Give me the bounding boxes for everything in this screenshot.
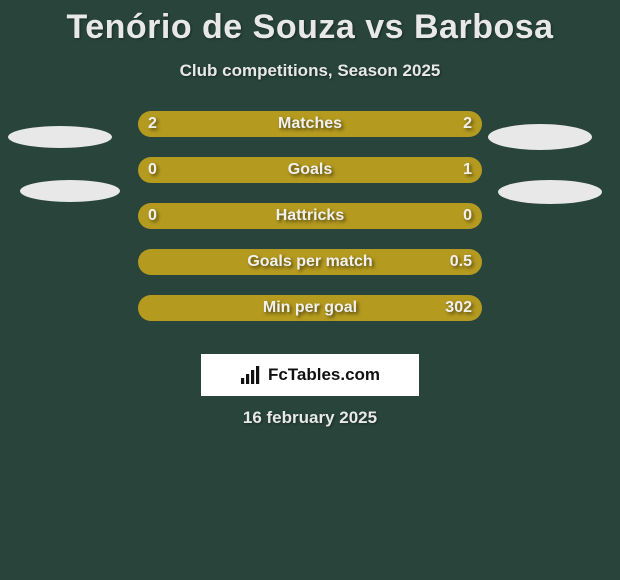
stat-value-right: 2 [463,111,472,137]
stat-value-right: 0.5 [450,249,472,275]
stat-row: 302Min per goal [0,295,620,341]
stat-bar-left [138,203,482,229]
club-logo-left [8,126,112,148]
stat-bar-track [138,203,482,229]
stat-bar-right [200,157,482,183]
club-logo-right [488,124,592,150]
stat-bar-track [138,157,482,183]
stat-row: 0.5Goals per match [0,249,620,295]
stat-value-right: 1 [463,157,472,183]
brand-text: FcTables.com [268,365,380,385]
bars-icon [240,365,262,385]
stat-value-left: 0 [148,157,157,183]
stat-bar-left [138,249,200,275]
stat-bar-right [200,249,482,275]
comparison-subtitle: Club competitions, Season 2025 [0,61,620,81]
stat-value-left: 0 [148,203,157,229]
stat-bar-track [138,295,482,321]
stat-value-left: 2 [148,111,157,137]
stat-bar-right [310,111,482,137]
brand-box: FcTables.com [201,354,419,396]
stat-value-right: 302 [445,295,472,321]
stat-bar-left [138,295,200,321]
stat-bar-track [138,111,482,137]
stat-row: 00Hattricks [0,203,620,249]
snapshot-date: 16 february 2025 [0,408,620,428]
stat-bar-right [200,295,482,321]
club-logo-right [498,180,602,204]
stat-bar-left [138,111,310,137]
club-logo-left [20,180,120,202]
stat-value-right: 0 [463,203,472,229]
stat-bar-track [138,249,482,275]
comparison-title: Tenório de Souza vs Barbosa [0,0,620,47]
